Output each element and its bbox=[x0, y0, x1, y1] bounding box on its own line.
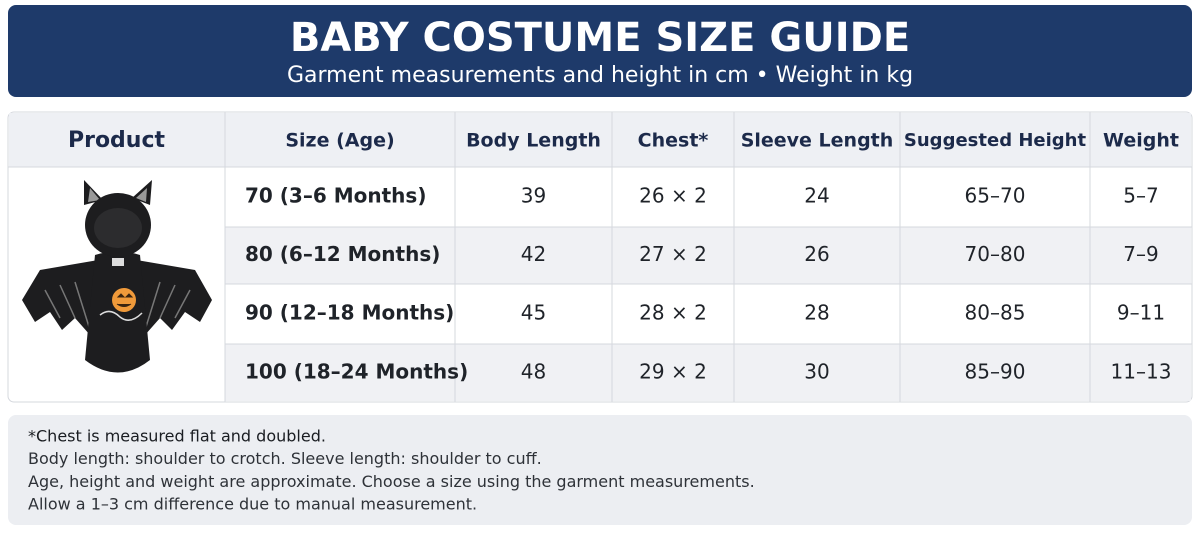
value-cell: 24 bbox=[804, 184, 829, 208]
column-header: Size (Age) bbox=[285, 130, 394, 152]
size-cell: 80 (6–12 Months) bbox=[245, 242, 440, 266]
value-cell: 5–7 bbox=[1123, 184, 1158, 208]
column-header: Chest* bbox=[638, 130, 709, 152]
value-cell: 7–9 bbox=[1123, 242, 1158, 266]
header-banner bbox=[8, 5, 1192, 97]
size-cell: 70 (3–6 Months) bbox=[245, 184, 426, 208]
value-cell: 39 bbox=[521, 184, 546, 208]
value-cell: 26 bbox=[804, 242, 829, 266]
column-header: Sleeve Length bbox=[741, 130, 894, 152]
value-cell: 11–13 bbox=[1111, 360, 1172, 384]
value-cell: 85–90 bbox=[965, 360, 1026, 384]
value-cell: 29 × 2 bbox=[639, 360, 707, 384]
column-header: Weight bbox=[1103, 130, 1179, 152]
column-header: Suggested Height bbox=[904, 130, 1087, 151]
value-cell: 65–70 bbox=[965, 184, 1026, 208]
column-header: Product bbox=[68, 128, 166, 153]
value-cell: 28 × 2 bbox=[639, 301, 707, 325]
size-table bbox=[7, 111, 1193, 403]
note-line: Age, height and weight are approximate. … bbox=[28, 472, 755, 491]
subtitle: Garment measurements and height in cm • … bbox=[287, 63, 913, 88]
header-row bbox=[9, 113, 1191, 167]
value-cell: 42 bbox=[521, 242, 546, 266]
value-cell: 28 bbox=[804, 301, 829, 325]
note-line: Allow a 1–3 cm difference due to manual … bbox=[28, 495, 477, 514]
size-cell: 100 (18–24 Months) bbox=[245, 360, 468, 384]
product-image bbox=[22, 180, 212, 373]
size-cell: 90 (12–18 Months) bbox=[245, 301, 454, 325]
column-header: Body Length bbox=[466, 130, 601, 152]
value-cell: 45 bbox=[521, 301, 546, 325]
note-line: Body length: shoulder to crotch. Sleeve … bbox=[28, 449, 542, 468]
value-cell: 70–80 bbox=[965, 242, 1026, 266]
value-cell: 48 bbox=[521, 360, 546, 384]
value-cell: 30 bbox=[804, 360, 829, 384]
row-shade bbox=[225, 227, 1191, 284]
notes-box bbox=[8, 415, 1192, 525]
value-cell: 80–85 bbox=[965, 301, 1026, 325]
value-cell: 27 × 2 bbox=[639, 242, 707, 266]
title: BABY COSTUME SIZE GUIDE bbox=[290, 15, 910, 61]
row-shade bbox=[225, 344, 1191, 401]
note-line: *Chest is measured flat and doubled. bbox=[28, 427, 326, 446]
value-cell: 9–11 bbox=[1117, 301, 1165, 325]
value-cell: 26 × 2 bbox=[639, 184, 707, 208]
